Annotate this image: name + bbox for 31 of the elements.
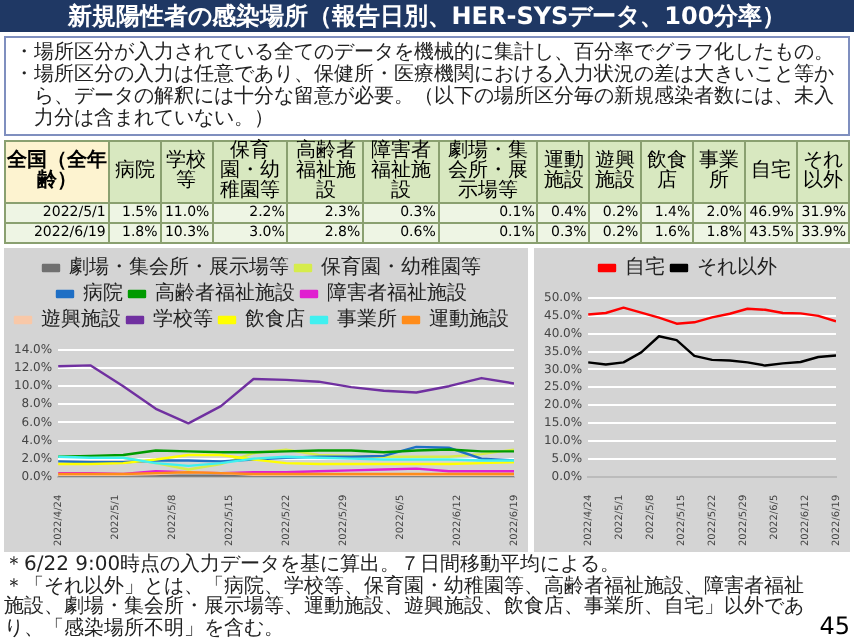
x-tick-label: 学校等 [160,141,213,203]
x-tick-label: 遊興施設 [589,141,642,203]
legend-label: 運動施設 [429,307,509,332]
x-tick-label: 病院 [108,141,161,203]
x-tick-label: 飲食店 [641,141,694,203]
text: 45 [817,612,850,640]
chart-subtitle: 全国（全年齢） [5,141,109,203]
legend-label: 病院 [83,281,123,306]
legend-label: 事業所 [337,307,397,332]
text: ・場所区分の入力は任意であり、保健所・医療機関における入力状況の差は大きいこと等から、データの解釈には十分な留意が必要。（以下の場所区分毎の新規感染者数には、未入力分は含まれていない。） [14,64,836,130]
legend-label: 自宅 [625,255,665,280]
text: ＊「それ以外」とは、「病院、学校等、保育園・幼稚園等、高齢者福祉施設、障害者福祉施設、劇場・集会所・展示場等、運動施設、遊興施設、飲食店、事業所、自宅」以外であり、「感染場所不明」を含む。 [4,575,806,640]
x-tick-label: 運動施設 [537,141,590,203]
legend-label: 遊興施設 [41,307,121,332]
x-tick-label: 劇場・集会所・展示場等 [438,140,538,203]
legend-label: それ以外 [697,255,777,280]
legend-label: 保育園・幼稚園等 [321,255,481,280]
x-tick-label: それ以外 [796,141,849,203]
legend-label: 障害者福祉施設 [327,281,467,306]
legend-label: 高齢者福祉施設 [155,281,295,306]
legend-label: 劇場・集会所・展示場等 [69,255,289,280]
x-tick-label: 自宅 [745,141,797,203]
legend-label: 飲食店 [245,307,305,332]
legend-label: 学校等 [153,307,213,332]
x-tick-label: 事業所 [693,141,746,203]
chart-title: 新規陽性者の感染場所（報告日別、HER-SYSデータ、100分率） [0,0,854,32]
text: ・場所区分が入力されている全てのデータを機械的に集計し、百分率でグラフ化したもの。 [14,42,836,64]
text: ＊6/22 9:00時点の入力データを基に算出。７日間移動平均による。 [4,554,621,576]
x-tick-label: 高齢者福祉施設 [287,140,364,203]
x-tick-label: 障害者福祉施設 [363,140,439,203]
x-tick-label: 保育園・幼稚園等 [212,140,288,203]
